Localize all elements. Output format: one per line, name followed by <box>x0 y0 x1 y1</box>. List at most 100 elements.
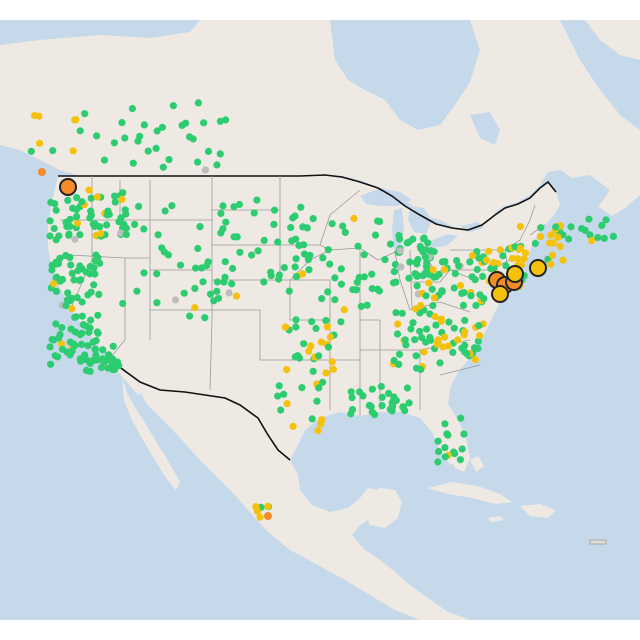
sensor-dot[interactable] <box>460 289 468 297</box>
sensor-dot[interactable] <box>292 255 300 263</box>
sensor-dot[interactable] <box>161 207 169 215</box>
sensor-dot[interactable] <box>165 156 173 164</box>
sensor-dot[interactable] <box>66 253 74 261</box>
sensor-dot[interactable] <box>111 192 119 200</box>
sensor-dot[interactable] <box>429 302 437 310</box>
sensor-dot[interactable] <box>69 340 77 348</box>
sensor-dot[interactable] <box>159 163 167 171</box>
sensor-dot[interactable] <box>122 230 130 238</box>
sensor-dot[interactable] <box>294 352 302 360</box>
sensor-dot[interactable] <box>556 242 564 251</box>
sensor-dot[interactable] <box>87 316 95 324</box>
sensor-dot[interactable] <box>300 340 308 348</box>
sensor-dot[interactable] <box>229 264 237 273</box>
sensor-dot[interactable] <box>437 315 445 323</box>
sensor-dot[interactable] <box>440 266 449 274</box>
sensor-dot[interactable] <box>559 256 567 264</box>
sensor-dot[interactable] <box>322 317 330 325</box>
sensor-dot[interactable] <box>85 328 93 336</box>
sensor-dot[interactable] <box>270 206 279 214</box>
sensor-dot[interactable] <box>213 161 221 169</box>
sensor-dot[interactable] <box>152 144 160 152</box>
sensor-dot[interactable] <box>554 233 562 241</box>
sensor-dot[interactable] <box>140 269 148 277</box>
sensor-dot[interactable] <box>199 278 207 286</box>
sensor-dot[interactable] <box>520 255 528 263</box>
sensor-dot[interactable] <box>280 264 288 272</box>
sensor-dot[interactable] <box>81 351 89 359</box>
sensor-dot[interactable] <box>93 132 101 140</box>
sensor-dot[interactable] <box>214 294 223 302</box>
sensor-dot[interactable] <box>128 105 136 113</box>
sensor-dot[interactable] <box>86 262 94 271</box>
sensor-dot[interactable] <box>305 347 313 355</box>
sensor-dot[interactable] <box>378 393 386 401</box>
sensor-dot[interactable] <box>326 333 334 341</box>
sensor-dot[interactable] <box>305 266 313 274</box>
sensor-dot[interactable] <box>461 328 469 336</box>
sensor-dot[interactable] <box>280 390 288 398</box>
sensor-dot[interactable] <box>453 257 461 265</box>
sensor-dot[interactable] <box>425 279 433 287</box>
sensor-dot[interactable] <box>76 127 84 135</box>
sensor-dot[interactable] <box>441 420 449 428</box>
sensor-dot[interactable] <box>392 396 400 404</box>
sensor-dot[interactable] <box>206 290 215 298</box>
sensor-dot[interactable] <box>458 344 466 352</box>
sensor-dot[interactable] <box>458 445 466 453</box>
sensor-dot[interactable] <box>413 282 421 290</box>
sensor-dot[interactable] <box>357 302 365 310</box>
highlighted-sensor-dot[interactable] <box>529 259 547 277</box>
sensor-dot[interactable] <box>196 223 204 231</box>
sensor-dot[interactable] <box>516 222 525 231</box>
sensor-dot[interactable] <box>103 221 111 229</box>
sensor-dot[interactable] <box>91 257 99 265</box>
sensor-dot[interactable] <box>64 196 72 204</box>
sensor-dot[interactable] <box>299 223 307 231</box>
sensor-dot[interactable] <box>450 284 458 292</box>
sensor-dot[interactable] <box>355 388 364 396</box>
sensor-dot[interactable] <box>363 301 371 309</box>
sensor-dot[interactable] <box>46 343 54 351</box>
sensor-dot[interactable] <box>58 324 66 332</box>
sensor-dot[interactable] <box>113 358 122 366</box>
sensor-dot[interactable] <box>77 340 86 348</box>
sensor-dot[interactable] <box>216 150 224 158</box>
sensor-dot[interactable] <box>395 232 403 240</box>
sensor-dot[interactable] <box>97 230 105 238</box>
sensor-dot[interactable] <box>250 209 258 217</box>
highlighted-sensor-dot[interactable] <box>59 178 77 196</box>
sensor-dot[interactable] <box>349 286 357 294</box>
sensor-dot[interactable] <box>451 270 459 278</box>
sensor-dot[interactable] <box>600 234 608 242</box>
sensor-dot[interactable] <box>71 116 79 124</box>
sensor-dot[interactable] <box>100 358 108 366</box>
sensor-dot[interactable] <box>118 195 126 203</box>
sensor-dot[interactable] <box>76 231 84 239</box>
sensor-dot[interactable] <box>213 278 221 286</box>
sensor-dot[interactable] <box>86 359 94 367</box>
sensor-dot[interactable] <box>304 256 312 264</box>
sensor-dot[interactable] <box>482 256 491 264</box>
sensor-dot[interactable] <box>236 248 244 256</box>
sensor-dot[interactable] <box>409 319 417 327</box>
sensor-dot[interactable] <box>52 287 61 295</box>
sensor-dot[interactable] <box>95 290 103 298</box>
sensor-dot[interactable] <box>62 301 70 310</box>
sensor-dot[interactable] <box>548 251 557 259</box>
sensor-dot[interactable] <box>78 298 86 306</box>
sensor-dot[interactable] <box>407 325 415 333</box>
sensor-dot[interactable] <box>441 333 449 341</box>
sensor-dot[interactable] <box>368 270 376 278</box>
sensor-dot[interactable] <box>375 287 383 295</box>
sensor-dot[interactable] <box>248 251 256 259</box>
sensor-dot[interactable] <box>289 214 297 222</box>
sensor-dot[interactable] <box>396 247 404 255</box>
sensor-dot[interactable] <box>64 289 72 297</box>
sensor-dot[interactable] <box>154 231 162 239</box>
sensor-dot[interactable] <box>406 258 414 266</box>
sensor-dot[interactable] <box>153 127 161 135</box>
sensor-dot[interactable] <box>312 324 320 332</box>
sensor-dot[interactable] <box>405 399 413 407</box>
sensor-dot[interactable] <box>48 335 56 344</box>
